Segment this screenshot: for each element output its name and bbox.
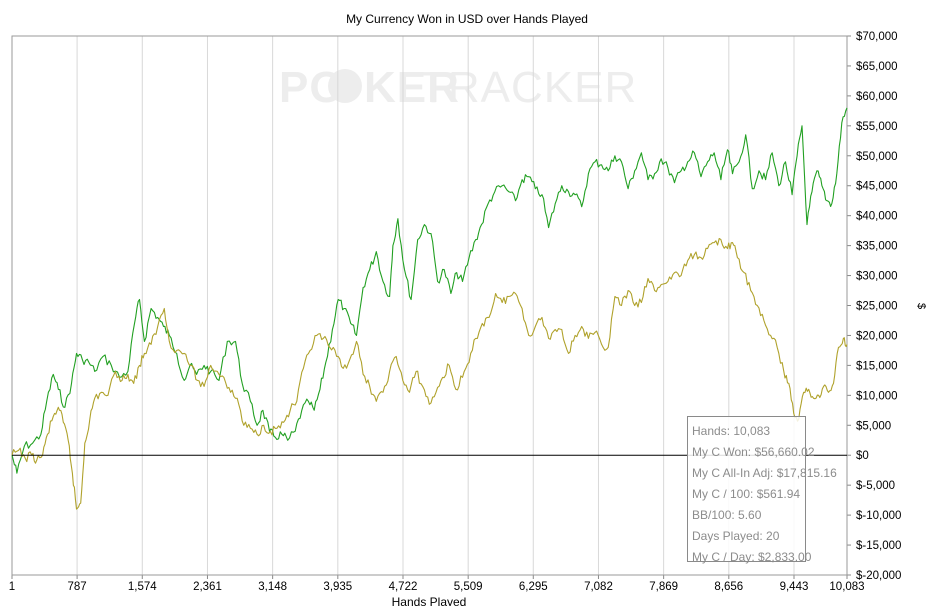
y-tick-label: $5,000	[856, 420, 891, 432]
series-line-2	[11, 237, 848, 510]
y-tick-label: $25,000	[856, 301, 898, 313]
stat-bb-100: BB/100: 5.60	[692, 508, 762, 522]
grid	[11, 35, 851, 579]
plot-frame	[11, 35, 848, 576]
y-tick-label: $20,000	[856, 330, 898, 342]
x-tick-label: 3,935	[323, 581, 352, 593]
x-tick-label: 3,148	[258, 581, 287, 593]
y-tick-label: $30,000	[856, 271, 898, 283]
y-tick-label: $-5,000	[856, 480, 895, 492]
x-tick-label: 1,574	[128, 581, 157, 593]
x-tick-labels: 1 787 1,574 2,361 3,148 3,935 4,722 5,509 6,295 7…	[9, 581, 865, 593]
stat-hands: Hands: 10,083	[692, 424, 771, 438]
series-line-1	[11, 107, 848, 474]
watermark-text-ker: KER	[364, 63, 460, 112]
y-tick-label: $65,000	[856, 61, 898, 73]
x-tick-label: 1	[9, 581, 15, 593]
y-tick-label: $45,000	[856, 181, 898, 193]
y-tick-label: $10,000	[856, 390, 898, 402]
x-tick-label: 7,869	[649, 581, 678, 593]
y-tick-label: $-15,000	[856, 540, 901, 552]
x-tick-label: 10,083	[829, 581, 864, 593]
x-tick-label: 9,443	[780, 581, 809, 593]
watermark-text-tracker: TRACKER	[420, 63, 637, 112]
x-tick-label: 787	[68, 581, 87, 593]
x-tick-label: 4,722	[389, 581, 418, 593]
y-axis-label: $	[915, 303, 927, 309]
y-tick-label: $35,000	[856, 241, 898, 253]
series-group	[11, 107, 848, 510]
chart-title: My Currency Won in USD over Hands Played	[346, 12, 588, 26]
y-tick-label: $-10,000	[856, 510, 901, 522]
stat-per-day: My C / Day: $2,833.00	[692, 550, 812, 564]
y-tick-label: $15,000	[856, 360, 898, 372]
y-tick-label: $70,000	[856, 31, 898, 43]
y-tick-label: $40,000	[856, 211, 898, 223]
x-tick-label: 5,509	[454, 581, 483, 593]
x-tick-label: 7,082	[584, 581, 613, 593]
y-tick-label: $0	[856, 450, 869, 462]
stat-per-100: My C / 100: $561.94	[692, 487, 801, 501]
x-tick-label: 8,656	[714, 581, 743, 593]
x-tick-label: 2,361	[193, 581, 222, 593]
stat-days: Days Played: 20	[692, 529, 780, 543]
x-axis-label: Hands Played	[392, 595, 467, 606]
watermark-chip-icon	[328, 69, 362, 103]
y-tick-label: $50,000	[856, 151, 898, 163]
x-tick-label: 6,295	[519, 581, 548, 593]
stat-allin-adj: My C All-In Adj: $17,815.16	[692, 466, 837, 480]
y-tick-label: $-20,000	[856, 570, 901, 582]
y-tick-label: $60,000	[856, 91, 898, 103]
stats-box: Hands: 10,083 My C Won: $56,660.02 My C …	[687, 416, 837, 564]
stat-won: My C Won: $56,660.02	[692, 445, 815, 459]
y-tick-labels: $70,000 $65,000 $60,000 $55,000 $50,000 $45,0…	[856, 31, 901, 582]
y-tick-label: $55,000	[856, 121, 898, 133]
